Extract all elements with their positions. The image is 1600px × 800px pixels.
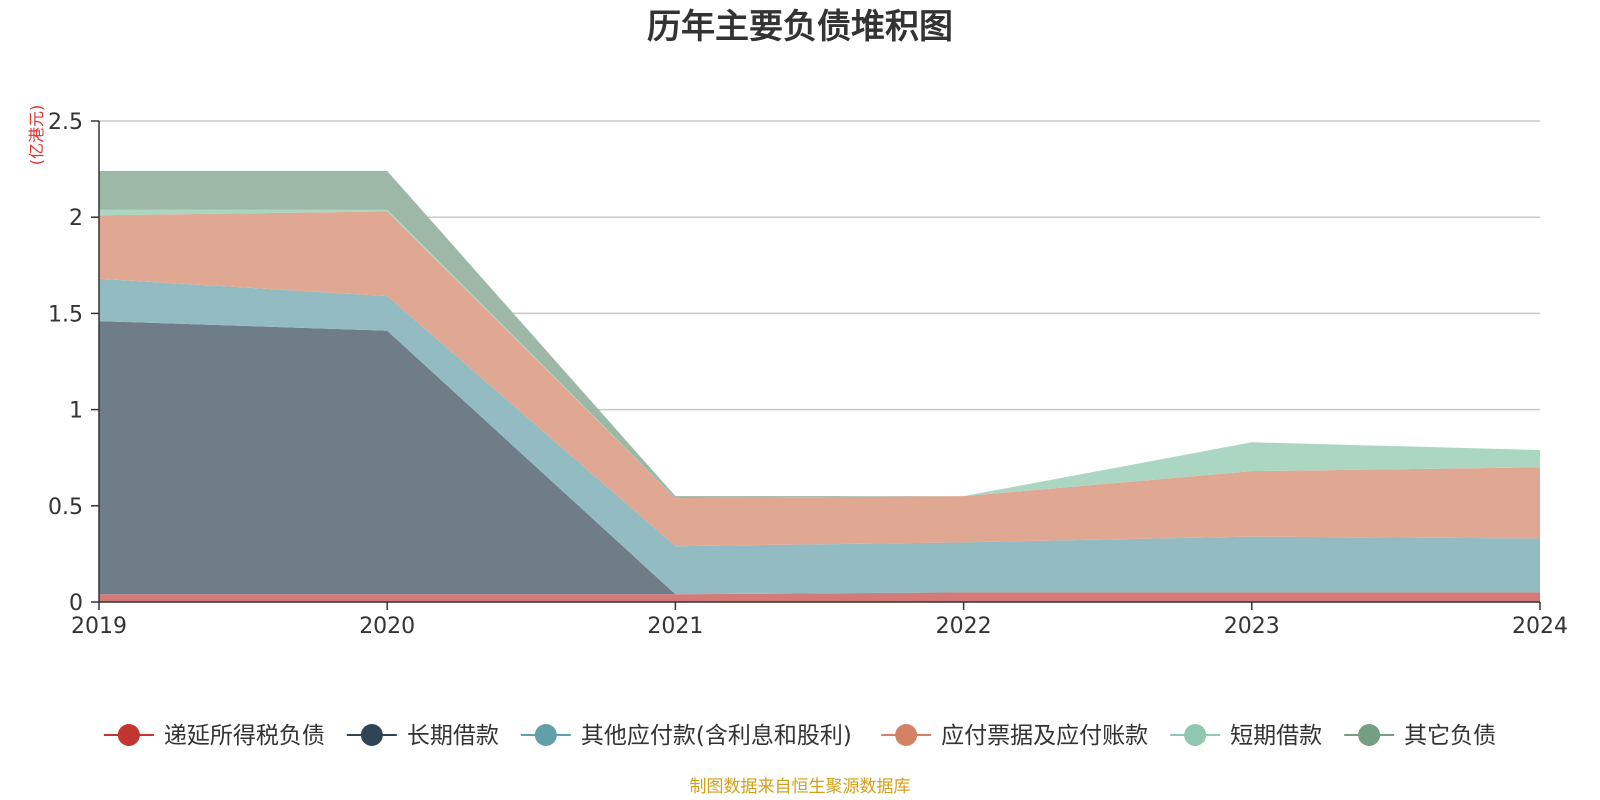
y-tick-label: 0.5 bbox=[48, 495, 83, 520]
area-series-group bbox=[99, 171, 1540, 602]
legend-label: 其它负债 bbox=[1404, 723, 1496, 749]
legend-label: 短期借款 bbox=[1230, 723, 1322, 749]
y-tick-label: 0 bbox=[69, 591, 83, 616]
y-tick-label: 1 bbox=[69, 399, 83, 424]
legend-item-6[interactable]: 其它负债 bbox=[1344, 723, 1496, 749]
x-tick-label: 2019 bbox=[71, 614, 127, 639]
x-tick-label: 2021 bbox=[647, 614, 703, 639]
legend-label: 递延所得税负债 bbox=[164, 723, 325, 749]
legend-label: 长期借款 bbox=[407, 723, 499, 749]
y-tick-label: 1.5 bbox=[48, 302, 83, 327]
area-series-4 bbox=[99, 211, 1540, 547]
area-series-5 bbox=[99, 209, 1540, 499]
legend-marker bbox=[1184, 724, 1207, 746]
legend-item-1[interactable]: 递延所得税负债 bbox=[103, 723, 325, 749]
chart-title: 历年主要负债堆积图 bbox=[647, 7, 953, 47]
area-series-1 bbox=[99, 592, 1540, 602]
axes: 0 0.5 1 1.5 2 2.5 2019 2020 2021 2022 2023 2024 bbox=[48, 110, 1568, 639]
x-tick-label: 2020 bbox=[359, 614, 415, 639]
legend[interactable]: 递延所得税负债 长期借款 其他应付款(含利息和股利) 应付票据及应付账款 短期借款 其它负… bbox=[103, 723, 1496, 749]
y-axis-unit-label: (亿港元) bbox=[27, 105, 46, 166]
legend-marker bbox=[895, 724, 918, 746]
x-tick-label: 2022 bbox=[936, 614, 992, 639]
legend-marker bbox=[1358, 724, 1381, 746]
x-tick-label: 2023 bbox=[1224, 614, 1280, 639]
legend-item-3[interactable]: 其他应付款(含利息和股利) bbox=[520, 723, 852, 749]
legend-marker bbox=[117, 724, 140, 746]
x-tick-label: 2024 bbox=[1512, 614, 1568, 639]
legend-marker bbox=[360, 724, 383, 746]
area-series-6 bbox=[99, 171, 1540, 499]
legend-label: 应付票据及应付账款 bbox=[941, 723, 1148, 749]
area-series-2 bbox=[99, 321, 1540, 595]
y-tick-label: 2 bbox=[69, 206, 83, 231]
legend-item-5[interactable]: 短期借款 bbox=[1170, 723, 1322, 749]
area-series-3 bbox=[99, 278, 1540, 595]
y-tick-label: 2.5 bbox=[48, 110, 83, 135]
data-source-note: 制图数据来自恒生聚源数据库 bbox=[690, 777, 911, 797]
legend-label: 其他应付款(含利息和股利) bbox=[581, 723, 852, 749]
legend-item-2[interactable]: 长期借款 bbox=[346, 723, 499, 749]
legend-item-4[interactable]: 应付票据及应付账款 bbox=[881, 723, 1148, 749]
legend-marker bbox=[534, 724, 557, 746]
